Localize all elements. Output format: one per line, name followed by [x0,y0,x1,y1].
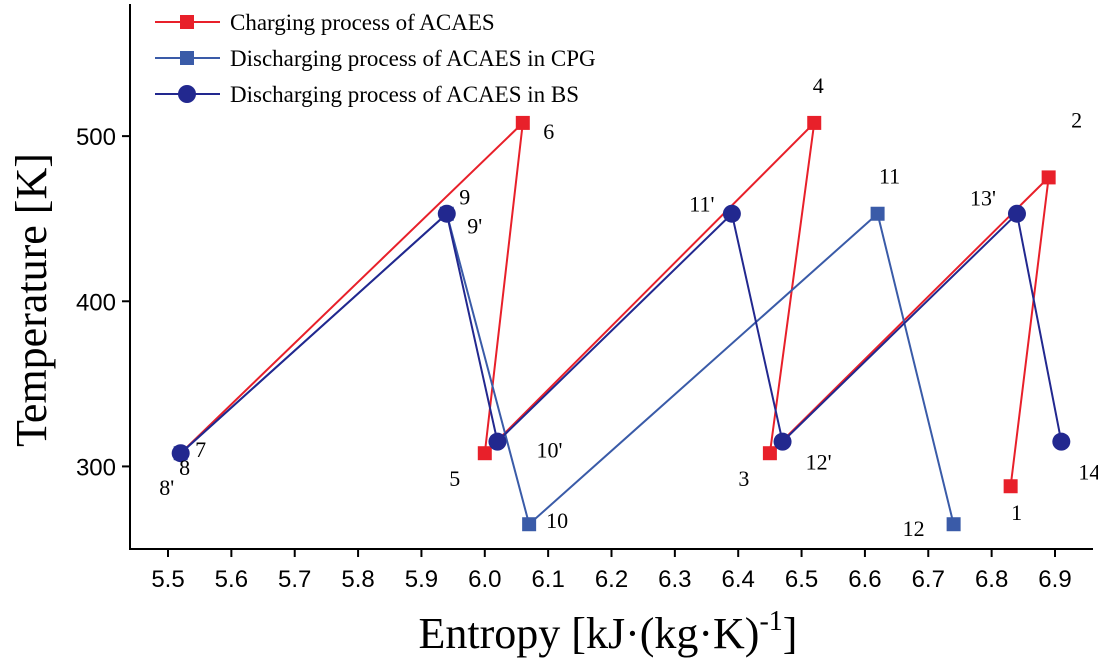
point-label: 8' [159,475,174,500]
data-point [522,517,537,532]
legend-label: Discharging process of ACAES in CPG [230,46,596,71]
x-tick-label: 6.8 [975,566,1008,593]
x-tick-label: 5.5 [151,566,184,593]
legend-label: Discharging process of ACAES in BS [230,82,579,107]
point-label: 3 [738,466,749,491]
data-point [437,204,456,223]
point-label: 7 [195,437,206,462]
x-tick-label: 5.9 [405,566,438,593]
point-label: 5 [449,466,460,491]
data-point [1041,170,1056,185]
x-tick-label: 6.2 [595,566,628,593]
x-tick-label: 6.3 [658,566,691,593]
data-point [946,517,961,532]
x-tick-label: 6.9 [1038,566,1071,593]
series-line [179,120,1050,487]
x-tick-label: 5.6 [215,566,248,593]
data-point [773,432,792,451]
point-label: 8 [179,455,190,480]
y-tick-label: 400 [76,289,116,316]
data-point [722,204,741,223]
data-point [515,115,530,130]
y-tick-label: 500 [76,124,116,151]
point-label: 10 [546,508,568,533]
data-point [762,446,777,461]
point-label: 2 [1071,107,1082,132]
x-tick-label: 6.4 [722,566,755,593]
point-label: 10' [536,438,562,463]
point-label: 12 [903,516,925,541]
x-axis-title: Entropy [kJ·(kg·K)-1] [419,606,798,658]
x-tick-label: 5.8 [341,566,374,593]
x-tick-label: 6.1 [531,566,564,593]
x-tick-label: 6.6 [848,566,881,593]
point-label: 12' [806,450,832,475]
axis-ticks: 5.5 5.6 5.7 5.8 5.9 6.0 6.1 6.2 6.3 6.4 6.5 6.6 6.7 6… [76,124,1072,593]
point-label: 11 [879,164,900,189]
data-point [171,444,190,463]
legend-marker [180,15,194,29]
point-label: 6 [543,119,554,144]
point-label: 11' [689,192,714,217]
legend-marker [180,51,194,65]
series-line [180,211,955,527]
x-tick-label: 6.7 [912,566,945,593]
y-tick-label: 300 [76,454,116,481]
x-tick-label: 5.7 [278,566,311,593]
series-2 [173,206,961,532]
series-group [171,115,1071,532]
data-point [1052,432,1071,451]
x-tick-label: 6.5 [785,566,818,593]
data-point [807,115,822,130]
legend: Charging process of ACAES Discharging pro… [155,10,596,107]
legend-entry: Charging process of ACAES [155,10,495,35]
legend-entry: Discharging process of ACAES in CPG [155,46,596,71]
data-point [1003,479,1018,494]
data-point [1007,204,1026,223]
point-label: 4 [813,73,824,98]
x-tick-label: 6.0 [468,566,501,593]
series-1 [179,115,1056,494]
data-point [488,432,507,451]
legend-entry: Discharging process of ACAES in BS [155,82,579,107]
point-label: 9' [467,214,482,239]
point-label: 13' [970,186,996,211]
data-point [870,206,885,221]
legend-label: Charging process of ACAES [230,10,495,35]
legend-marker [178,85,196,103]
point-label: 14' [1078,460,1098,485]
series-line [180,211,1063,454]
point-label: 9 [459,185,470,210]
series-3 [171,204,1071,463]
data-point [477,446,492,461]
y-axis-title: Temperature [K] [7,153,56,447]
point-label: 1 [1011,500,1022,525]
